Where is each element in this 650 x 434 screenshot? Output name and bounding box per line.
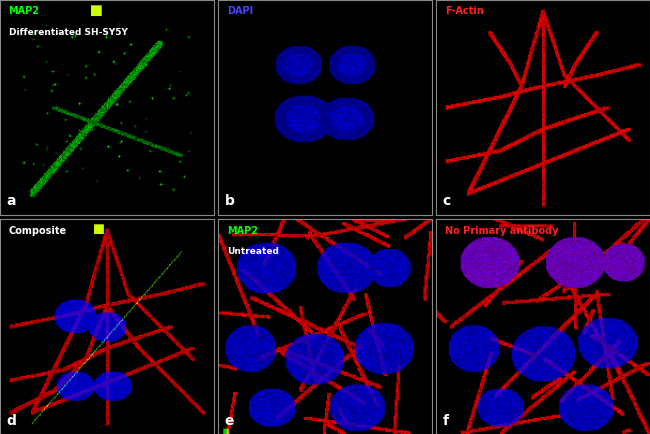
Text: Differentiated SH-SY5Y: Differentiated SH-SY5Y [8, 28, 127, 37]
Text: Composite: Composite [8, 226, 67, 236]
Text: e: e [224, 414, 234, 427]
Text: a: a [6, 194, 16, 208]
Text: MAP2: MAP2 [227, 226, 257, 236]
Text: b: b [224, 194, 235, 208]
Text: F-Actin: F-Actin [445, 7, 484, 16]
Text: d: d [6, 414, 16, 427]
Text: No Primary antibody: No Primary antibody [445, 226, 558, 236]
Text: c: c [443, 194, 451, 208]
Text: Untreated: Untreated [227, 247, 278, 256]
Text: MAP2: MAP2 [8, 7, 40, 16]
Text: f: f [443, 414, 448, 427]
Text: DAPI: DAPI [227, 7, 253, 16]
